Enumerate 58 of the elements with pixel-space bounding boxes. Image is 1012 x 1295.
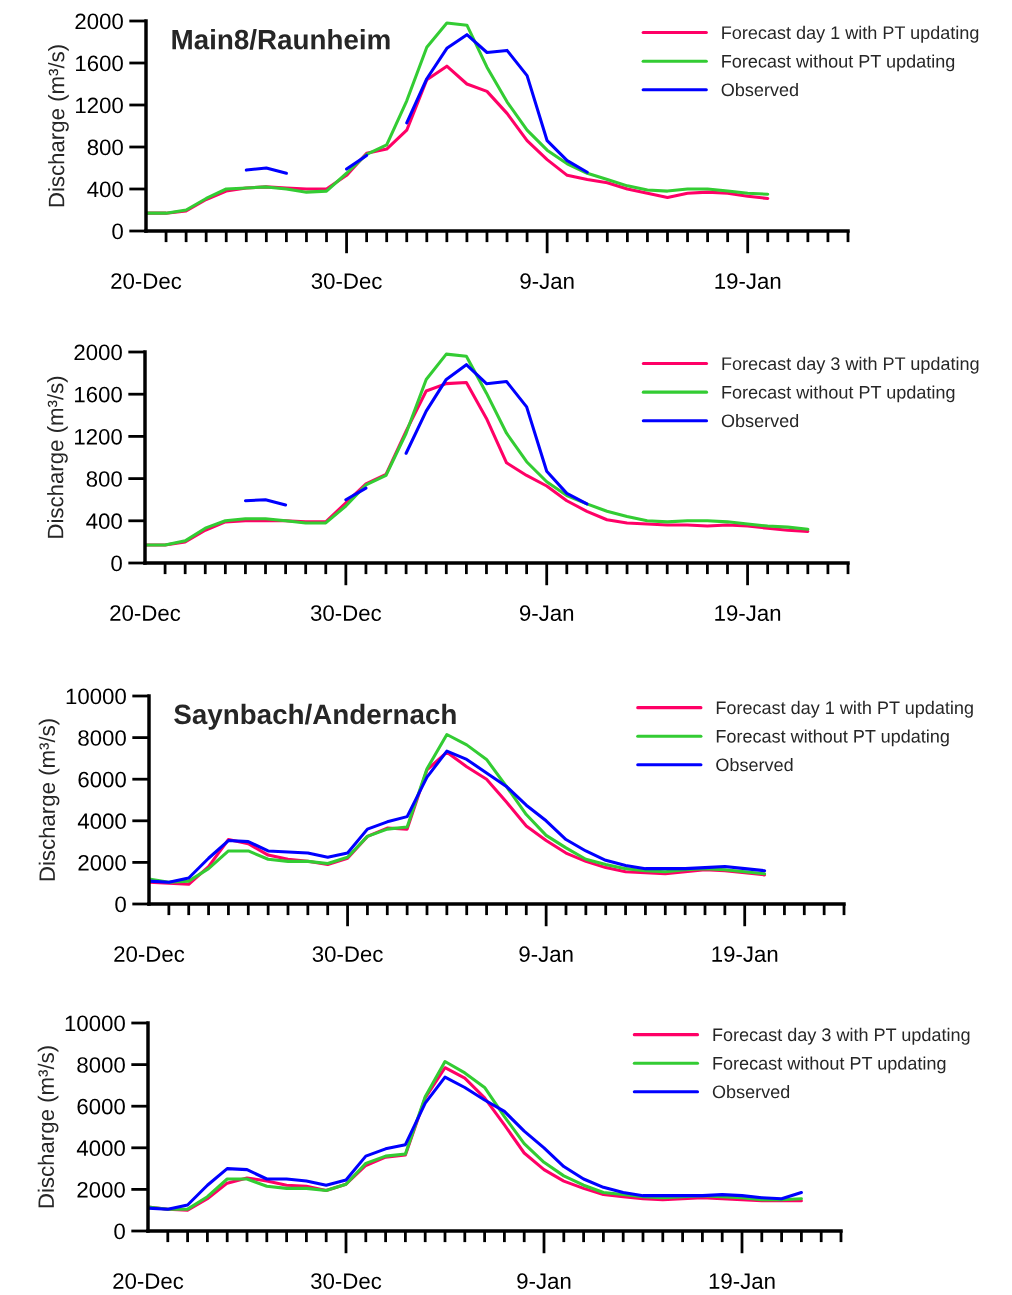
y-tick-label: 2000 <box>77 1181 125 1198</box>
legend-label: Forecast without PT updating <box>722 385 955 403</box>
x-tick-label: 19-Jan <box>715 273 781 289</box>
legend-label: Observed <box>721 82 798 97</box>
x-tick-label: 9-Jan <box>517 1273 571 1289</box>
y-tick-label: 800 <box>87 139 123 156</box>
y-tick-label: 0 <box>114 1223 125 1240</box>
y-tick-label: 10000 <box>66 688 126 705</box>
x-tick-label: 9-Jan <box>520 273 574 289</box>
y-tick-label: 2000 <box>78 854 126 871</box>
legend-label: Forecast day 3 with PT updating <box>713 1027 970 1045</box>
y-tick-label: 4000 <box>77 813 126 830</box>
y-tick-label: 1600 <box>75 386 122 403</box>
y-tick-label: 6000 <box>78 771 126 788</box>
x-tick-label: 20-Dec <box>113 1273 184 1289</box>
y-tick-label: 0 <box>115 896 126 913</box>
legend-label: Forecast day 1 with PT updating <box>722 25 979 43</box>
x-tick-label: 20-Dec <box>111 273 182 289</box>
y-tick-label: 2000 <box>74 344 122 361</box>
y-tick-label: 10000 <box>65 1015 125 1032</box>
y-tick-label: 0 <box>112 223 123 240</box>
y-axis-title: Discharge (m³/s) <box>37 1046 59 1208</box>
x-tick-label: 30-Dec <box>311 273 382 289</box>
x-tick-label: 9-Jan <box>519 605 574 621</box>
legend-label: Forecast without PT updating <box>722 54 955 72</box>
y-tick-label: 400 <box>87 181 123 198</box>
y-tick-label: 8000 <box>77 1057 125 1073</box>
y-tick-label: 800 <box>86 471 122 487</box>
y-tick-label: 1200 <box>76 97 123 114</box>
y-axis-title: Discharge (m³/s) <box>38 719 60 881</box>
legend-label: Forecast without PT updating <box>713 1056 946 1074</box>
y-tick-label: 1200 <box>75 428 122 445</box>
x-tick-label: 19-Jan <box>709 1273 775 1289</box>
y-tick-label: 0 <box>111 555 122 572</box>
x-tick-label: 30-Dec <box>312 946 383 962</box>
y-axis-title: Discharge (m³/s) <box>47 376 68 538</box>
y-tick-label: 8000 <box>78 730 126 746</box>
x-tick-label: 9-Jan <box>519 946 573 962</box>
chart-title: Main8/Raunheim <box>172 29 390 50</box>
y-axis-title: Discharge (m³/s) <box>48 45 69 207</box>
x-tick-label: 19-Jan <box>712 946 778 962</box>
legend-label: Forecast without PT updating <box>716 729 949 747</box>
chart-title: Saynbach/Andernach <box>174 703 456 730</box>
y-tick-label: 6000 <box>77 1098 125 1115</box>
legend-label: Forecast day 3 with PT updating <box>722 356 979 374</box>
y-tick-label: 400 <box>86 513 122 530</box>
y-tick-label: 4000 <box>76 1140 125 1157</box>
legend-label: Observed <box>712 1085 790 1099</box>
x-tick-label: 30-Dec <box>311 1273 382 1289</box>
x-tick-label: 19-Jan <box>715 605 781 621</box>
legend-label: Observed <box>721 413 799 428</box>
x-tick-label: 20-Dec <box>114 946 185 962</box>
legend-label: Observed <box>716 758 793 772</box>
y-tick-label: 2000 <box>75 13 123 30</box>
y-tick-label: 1600 <box>76 55 123 72</box>
x-tick-label: 20-Dec <box>110 605 181 621</box>
x-tick-label: 30-Dec <box>310 605 382 621</box>
legend-label: Forecast day 1 with PT updating <box>716 700 973 718</box>
